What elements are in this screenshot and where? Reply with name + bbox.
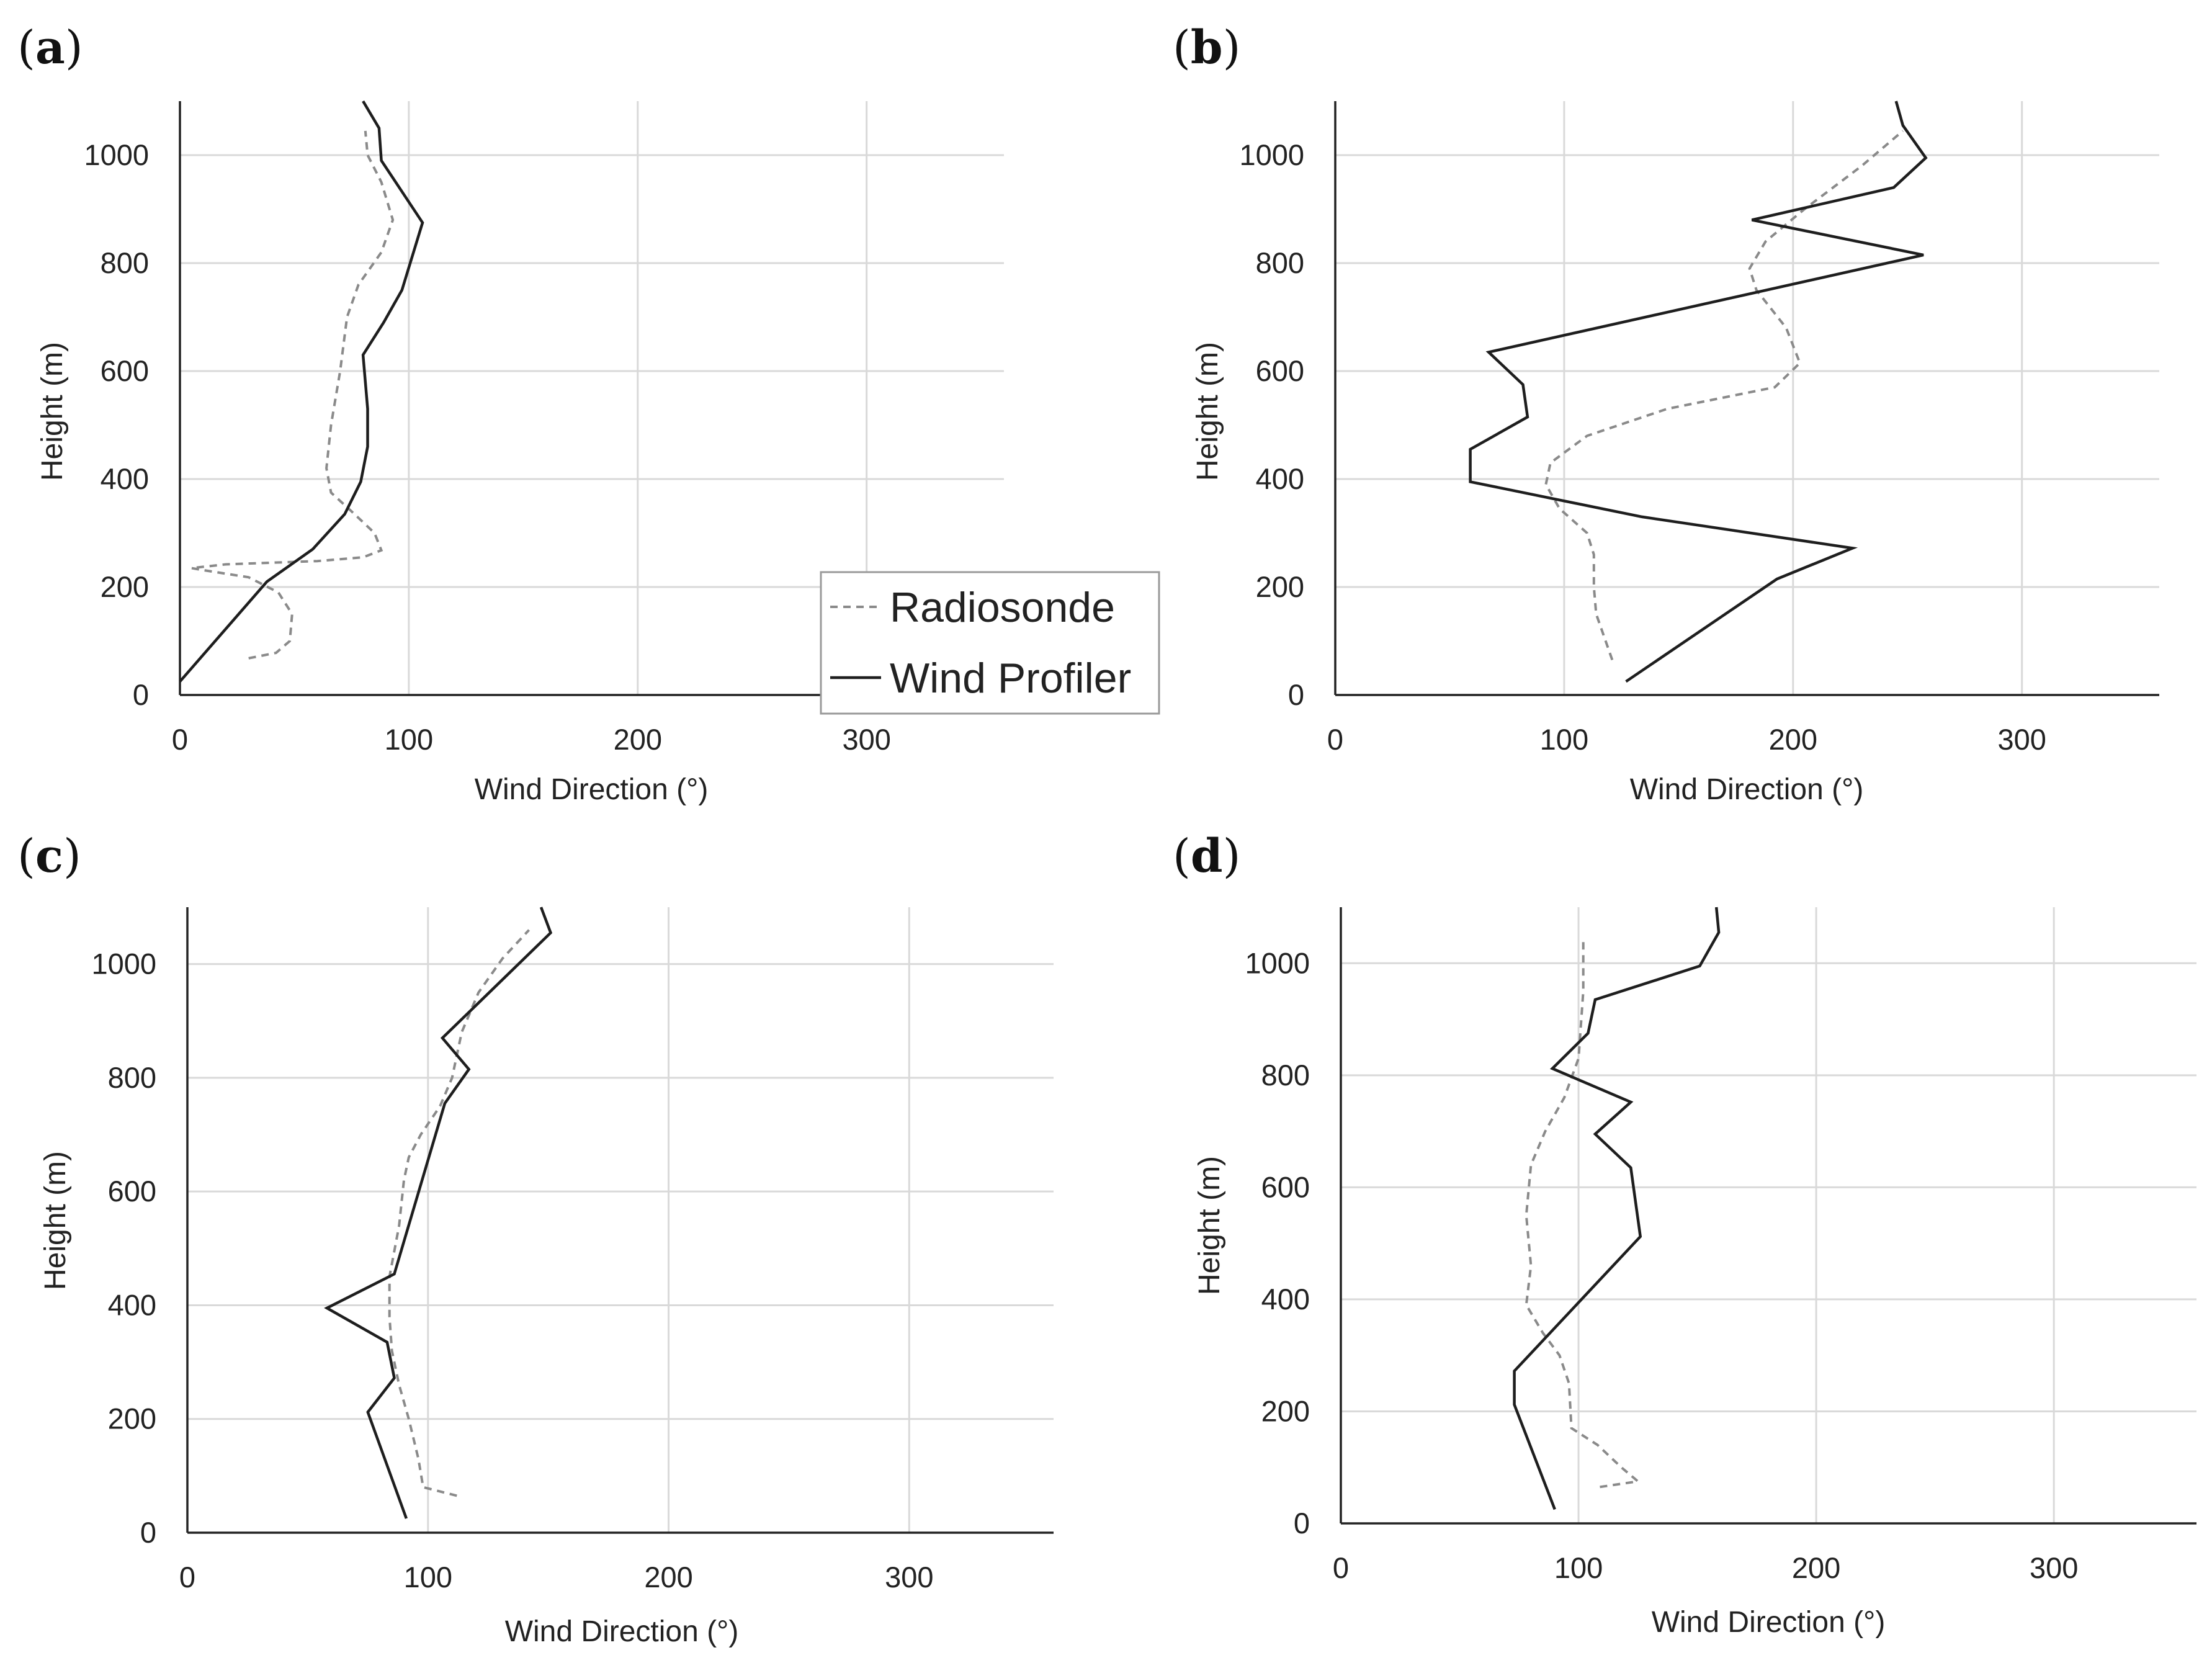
panel-c-axes	[186, 907, 1054, 1534]
panel-a-xticks: 0 100 200 300	[172, 723, 891, 756]
panel-b-radiosonde-line	[1544, 130, 1904, 661]
panel-b-xtick-0: 0	[1327, 723, 1343, 756]
panel-a-ylabel: Height (m)	[36, 342, 69, 481]
panel-a-xtick-200: 200	[614, 723, 662, 756]
panel-a-series	[179, 100, 424, 683]
panel-a-label: (a)	[17, 21, 83, 74]
panel-d-xtick-100: 100	[1554, 1551, 1603, 1584]
panel-a-ytick-600: 600	[101, 354, 149, 387]
panel-c-ylabel: Height (m)	[39, 1151, 72, 1290]
panel-d-xtick-300: 300	[2030, 1551, 2078, 1584]
panel-c-wind-profiler-line	[324, 907, 553, 1519]
panel-b-ytick-600: 600	[1256, 354, 1304, 387]
panel-a-ytick-400: 400	[101, 462, 149, 495]
panel-c-ytick-800: 800	[108, 1061, 156, 1094]
panel-c-xtick-0: 0	[179, 1561, 195, 1594]
panel-c-label: (c)	[17, 830, 81, 883]
panel-a-wind-profiler-line	[179, 100, 424, 683]
panel-a-ytick-800: 800	[101, 246, 149, 279]
panel-d-yticks: 0 200 400 600 800 1000	[1245, 946, 1310, 1540]
panel-c-xtick-100: 100	[404, 1561, 452, 1594]
panel-a-ytick-1000: 1000	[84, 138, 149, 171]
panel-d-ytick-600: 600	[1261, 1170, 1310, 1203]
panel-d-xlabel: Wind Direction (°)	[1652, 1606, 1886, 1639]
panel-b-xtick-200: 200	[1769, 723, 1817, 756]
panel-d-wind-profiler-line	[1513, 907, 1721, 1510]
panel-a-yticks: 0 200 400 600 800 1000	[84, 138, 149, 711]
panel-b: (b) 0 100 200 300 0 200 400 600 800 1000 Wind Di…	[1173, 21, 2159, 806]
panel-b-ylabel: Height (m)	[1191, 342, 1224, 481]
panel-b-ytick-0: 0	[1288, 678, 1304, 711]
panel-d-ytick-1000: 1000	[1245, 946, 1310, 979]
panel-b-ytick-1000: 1000	[1239, 138, 1304, 171]
panel-d-xticks: 0 100 200 300	[1333, 1551, 2078, 1584]
panel-b-label: (b)	[1173, 21, 1241, 74]
panel-c-ytick-0: 0	[140, 1516, 156, 1549]
panel-c-grid	[187, 907, 1054, 1533]
panel-d-ytick-400: 400	[1261, 1283, 1310, 1316]
panel-d-series	[1513, 907, 1721, 1510]
panel-a-xtick-0: 0	[172, 723, 188, 756]
panel-c-xticks: 0 100 200 300	[179, 1561, 934, 1594]
panel-a: (a) 0 100 200 300 0 200 400 600 800 1000 Wind Di…	[17, 21, 1004, 806]
panel-d-label: (d)	[1173, 830, 1241, 883]
panel-d-axes	[1340, 907, 2196, 1525]
panel-b-grid	[1335, 101, 2159, 695]
panel-b-series	[1469, 101, 1928, 683]
panel-d-grid	[1341, 907, 2196, 1523]
panel-c-radiosonde-line	[388, 929, 531, 1497]
panel-c-xtick-200: 200	[644, 1561, 692, 1594]
panel-d-radiosonde-line	[1525, 938, 1641, 1489]
panel-c-ytick-400: 400	[108, 1288, 156, 1321]
panel-b-ytick-800: 800	[1256, 246, 1304, 279]
panel-b-xticks: 0 100 200 300	[1327, 723, 2046, 756]
panel-c-xtick-300: 300	[885, 1561, 933, 1594]
panel-a-ytick-0: 0	[133, 678, 149, 711]
panel-d-ytick-0: 0	[1294, 1507, 1310, 1540]
panel-b-xlabel: Wind Direction (°)	[1630, 773, 1864, 806]
panel-c-ytick-600: 600	[108, 1175, 156, 1208]
legend: Radiosonde Wind Profiler	[820, 571, 1160, 715]
panel-b-ytick-400: 400	[1256, 462, 1304, 495]
panel-d-ytick-800: 800	[1261, 1059, 1310, 1091]
panel-b-axes	[1334, 101, 2159, 696]
panel-c-ytick-200: 200	[108, 1402, 156, 1435]
panel-d-ylabel: Height (m)	[1193, 1156, 1226, 1295]
panel-a-xtick-300: 300	[842, 723, 890, 756]
panel-a-radiosonde-line	[191, 130, 395, 660]
panel-b-xtick-100: 100	[1540, 723, 1588, 756]
panel-c: (c) 0 100 200 300 0 200 400 600 800 1000 Wind Di…	[17, 830, 1054, 1648]
panel-a-xlabel: Wind Direction (°)	[475, 773, 709, 806]
panel-c-ytick-1000: 1000	[91, 948, 156, 980]
legend-profiler-label: Wind Profiler	[890, 655, 1131, 702]
panel-b-wind-profiler-line	[1469, 101, 1928, 683]
panel-c-series	[324, 907, 553, 1519]
panel-d-xtick-200: 200	[1792, 1551, 1840, 1584]
panel-c-xlabel: Wind Direction (°)	[505, 1615, 739, 1648]
panel-a-ytick-200: 200	[101, 570, 149, 603]
panel-a-xtick-100: 100	[385, 723, 433, 756]
panel-d: (d) 0 100 200 300 0 200 400 600 800 1000 Wind Di…	[1173, 830, 2196, 1639]
legend-radiosonde-label: Radiosonde	[890, 584, 1115, 631]
panel-c-yticks: 0 200 400 600 800 1000	[91, 948, 156, 1549]
panel-b-yticks: 0 200 400 600 800 1000	[1239, 138, 1304, 711]
panel-d-xtick-0: 0	[1333, 1551, 1349, 1584]
panel-b-ytick-200: 200	[1256, 570, 1304, 603]
legend-box	[820, 571, 1160, 715]
panel-d-ytick-200: 200	[1261, 1394, 1310, 1427]
panel-b-xtick-300: 300	[1997, 723, 2046, 756]
